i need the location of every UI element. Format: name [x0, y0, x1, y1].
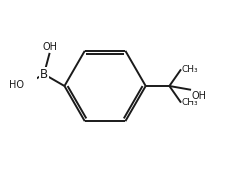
Text: B: B	[40, 68, 48, 81]
Text: CH₃: CH₃	[182, 98, 199, 107]
Text: HO: HO	[9, 80, 24, 90]
Text: CH₃: CH₃	[182, 65, 199, 74]
Text: OH: OH	[192, 91, 207, 101]
Text: OH: OH	[42, 42, 57, 52]
